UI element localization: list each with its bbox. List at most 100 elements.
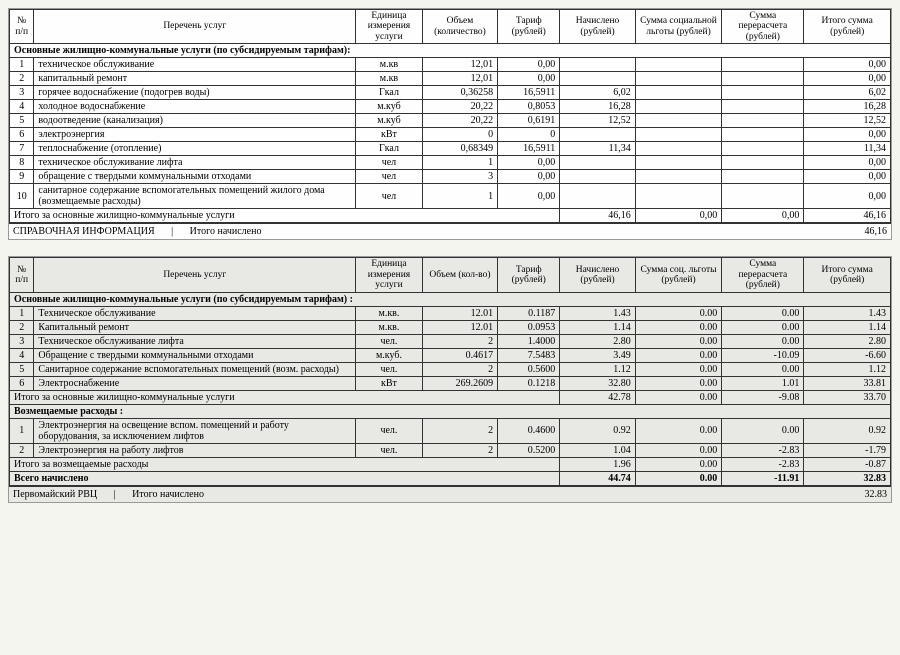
cell: 6 bbox=[10, 376, 34, 390]
cell: м.кв bbox=[356, 72, 423, 86]
hdr-vol: Объем (кол-во) bbox=[422, 258, 497, 292]
hdr-charged: Начислено (рублей) bbox=[560, 258, 635, 292]
receipt-2: № п/п Перечень услуг Единица измерения у… bbox=[8, 256, 892, 502]
cell bbox=[722, 114, 804, 128]
hdr-benefit: Сумма социальной льготы (рублей) bbox=[635, 10, 722, 44]
hdr-name: Перечень услуг bbox=[34, 258, 356, 292]
hdr-unit: Единица измерения услуги bbox=[356, 10, 423, 44]
service-row: 5водоотведение (канализация)м.куб20,220,… bbox=[10, 114, 891, 128]
cell: 0,00 bbox=[804, 72, 891, 86]
cell: санитарное содержание вспомогательных по… bbox=[34, 184, 356, 209]
hdr-total: Итого сумма (рублей) bbox=[804, 258, 891, 292]
cell: 0,00 bbox=[804, 58, 891, 72]
cell: 1 bbox=[10, 418, 34, 443]
hdr-tariff: Тариф (рублей) bbox=[498, 258, 560, 292]
cell: 32.80 bbox=[560, 376, 635, 390]
cell bbox=[635, 142, 722, 156]
cell: 1.14 bbox=[560, 320, 635, 334]
cell: 0,00 bbox=[498, 72, 560, 86]
cell: 16,28 bbox=[804, 100, 891, 114]
ref-label: СПРАВОЧНАЯ ИНФОРМАЦИЯ bbox=[13, 226, 155, 237]
cell: 20,22 bbox=[422, 114, 497, 128]
service-row: 8техническое обслуживание лифтачел10,000… bbox=[10, 156, 891, 170]
cell: 0,00 bbox=[498, 170, 560, 184]
cell: Капитальный ремонт bbox=[34, 320, 356, 334]
cell bbox=[560, 170, 635, 184]
cell: -0.87 bbox=[804, 457, 891, 471]
cell: -11.91 bbox=[722, 471, 804, 485]
hdr-tariff: Тариф (рублей) bbox=[498, 10, 560, 44]
service-row: 1техническое обслуживанием.кв12,010,000,… bbox=[10, 58, 891, 72]
cell: 12.01 bbox=[422, 320, 497, 334]
cell: 12,52 bbox=[560, 114, 635, 128]
cell: водоотведение (канализация) bbox=[34, 114, 356, 128]
cell bbox=[722, 58, 804, 72]
hdr-benefit: Сумма соц. льготы (рублей) bbox=[635, 258, 722, 292]
subtotal-main-row: Итого за основные жилищно-коммунальные у… bbox=[10, 390, 891, 404]
cell: 0.00 bbox=[635, 390, 722, 404]
cell bbox=[560, 184, 635, 209]
cell: 12,01 bbox=[422, 72, 497, 86]
cell: 2 bbox=[10, 320, 34, 334]
cell: 5 bbox=[10, 362, 34, 376]
cell: 12,52 bbox=[804, 114, 891, 128]
cell: 1 bbox=[10, 58, 34, 72]
cell: Обращение с твердыми коммунальными отход… bbox=[34, 348, 356, 362]
service-row: 4Обращение с твердыми коммунальными отхо… bbox=[10, 348, 891, 362]
cell: капитальный ремонт bbox=[34, 72, 356, 86]
service-row: 3Техническое обслуживание лифтачел.21.40… bbox=[10, 334, 891, 348]
cell: 2 bbox=[422, 418, 497, 443]
cell bbox=[722, 72, 804, 86]
cell: 0 bbox=[498, 128, 560, 142]
cell: 0,00 bbox=[635, 209, 722, 223]
cell bbox=[635, 184, 722, 209]
cell: 0.00 bbox=[635, 471, 722, 485]
cell: 2 bbox=[422, 334, 497, 348]
subtotal-reimb-row: Итого за возмещаемые расходы1.960.00-2.8… bbox=[10, 457, 891, 471]
cell: 0,00 bbox=[498, 58, 560, 72]
cell bbox=[560, 156, 635, 170]
cell: чел. bbox=[356, 334, 423, 348]
cell: 46,16 bbox=[560, 209, 635, 223]
org-total-label: Итого начислено bbox=[132, 489, 204, 500]
cell bbox=[635, 72, 722, 86]
cell: 9 bbox=[10, 170, 34, 184]
section-header: Основные жилищно-коммунальные услуги (по… bbox=[10, 44, 891, 58]
cell: техническое обслуживание лифта bbox=[34, 156, 356, 170]
cell: теплоснабжение (отопление) bbox=[34, 142, 356, 156]
cell: 42.78 bbox=[560, 390, 635, 404]
cell: 4 bbox=[10, 348, 34, 362]
cell: 1.04 bbox=[560, 443, 635, 457]
cell: 0,00 bbox=[722, 209, 804, 223]
org-info-line: Первомайский РВЦ | Итого начислено 32.83 bbox=[9, 486, 891, 502]
cell: м.куб bbox=[356, 100, 423, 114]
cell: 16,5911 bbox=[498, 142, 560, 156]
cell: 1.43 bbox=[560, 306, 635, 320]
section-header: Основные жилищно-коммунальные услуги (по… bbox=[10, 292, 891, 306]
service-row: 4холодное водоснабжением.куб20,220,80531… bbox=[10, 100, 891, 114]
cell: -1.79 bbox=[804, 443, 891, 457]
cell: холодное водоснабжение bbox=[34, 100, 356, 114]
cell: -6.60 bbox=[804, 348, 891, 362]
cell: 1 bbox=[10, 306, 34, 320]
cell bbox=[635, 156, 722, 170]
cell: 0.00 bbox=[635, 334, 722, 348]
reference-info-line: СПРАВОЧНАЯ ИНФОРМАЦИЯ | Итого начислено … bbox=[9, 223, 891, 239]
cell: 0,00 bbox=[498, 156, 560, 170]
service-row: 3горячее водоснабжение (подогрев воды)Гк… bbox=[10, 86, 891, 100]
hdr-charged: Начислено (рублей) bbox=[560, 10, 635, 44]
cell: 1 bbox=[422, 184, 497, 209]
cell: 3 bbox=[10, 86, 34, 100]
cell: 0.4617 bbox=[422, 348, 497, 362]
cell: 6 bbox=[10, 128, 34, 142]
cell: 5 bbox=[10, 114, 34, 128]
table-1: № п/п Перечень услуг Единица измерения у… bbox=[9, 9, 891, 223]
cell: 1.01 bbox=[722, 376, 804, 390]
cell bbox=[560, 58, 635, 72]
cell: 0.5200 bbox=[498, 443, 560, 457]
cell: 7 bbox=[10, 142, 34, 156]
cell: -2.83 bbox=[722, 443, 804, 457]
cell: 0.00 bbox=[635, 306, 722, 320]
cell bbox=[722, 100, 804, 114]
cell: 1.14 bbox=[804, 320, 891, 334]
